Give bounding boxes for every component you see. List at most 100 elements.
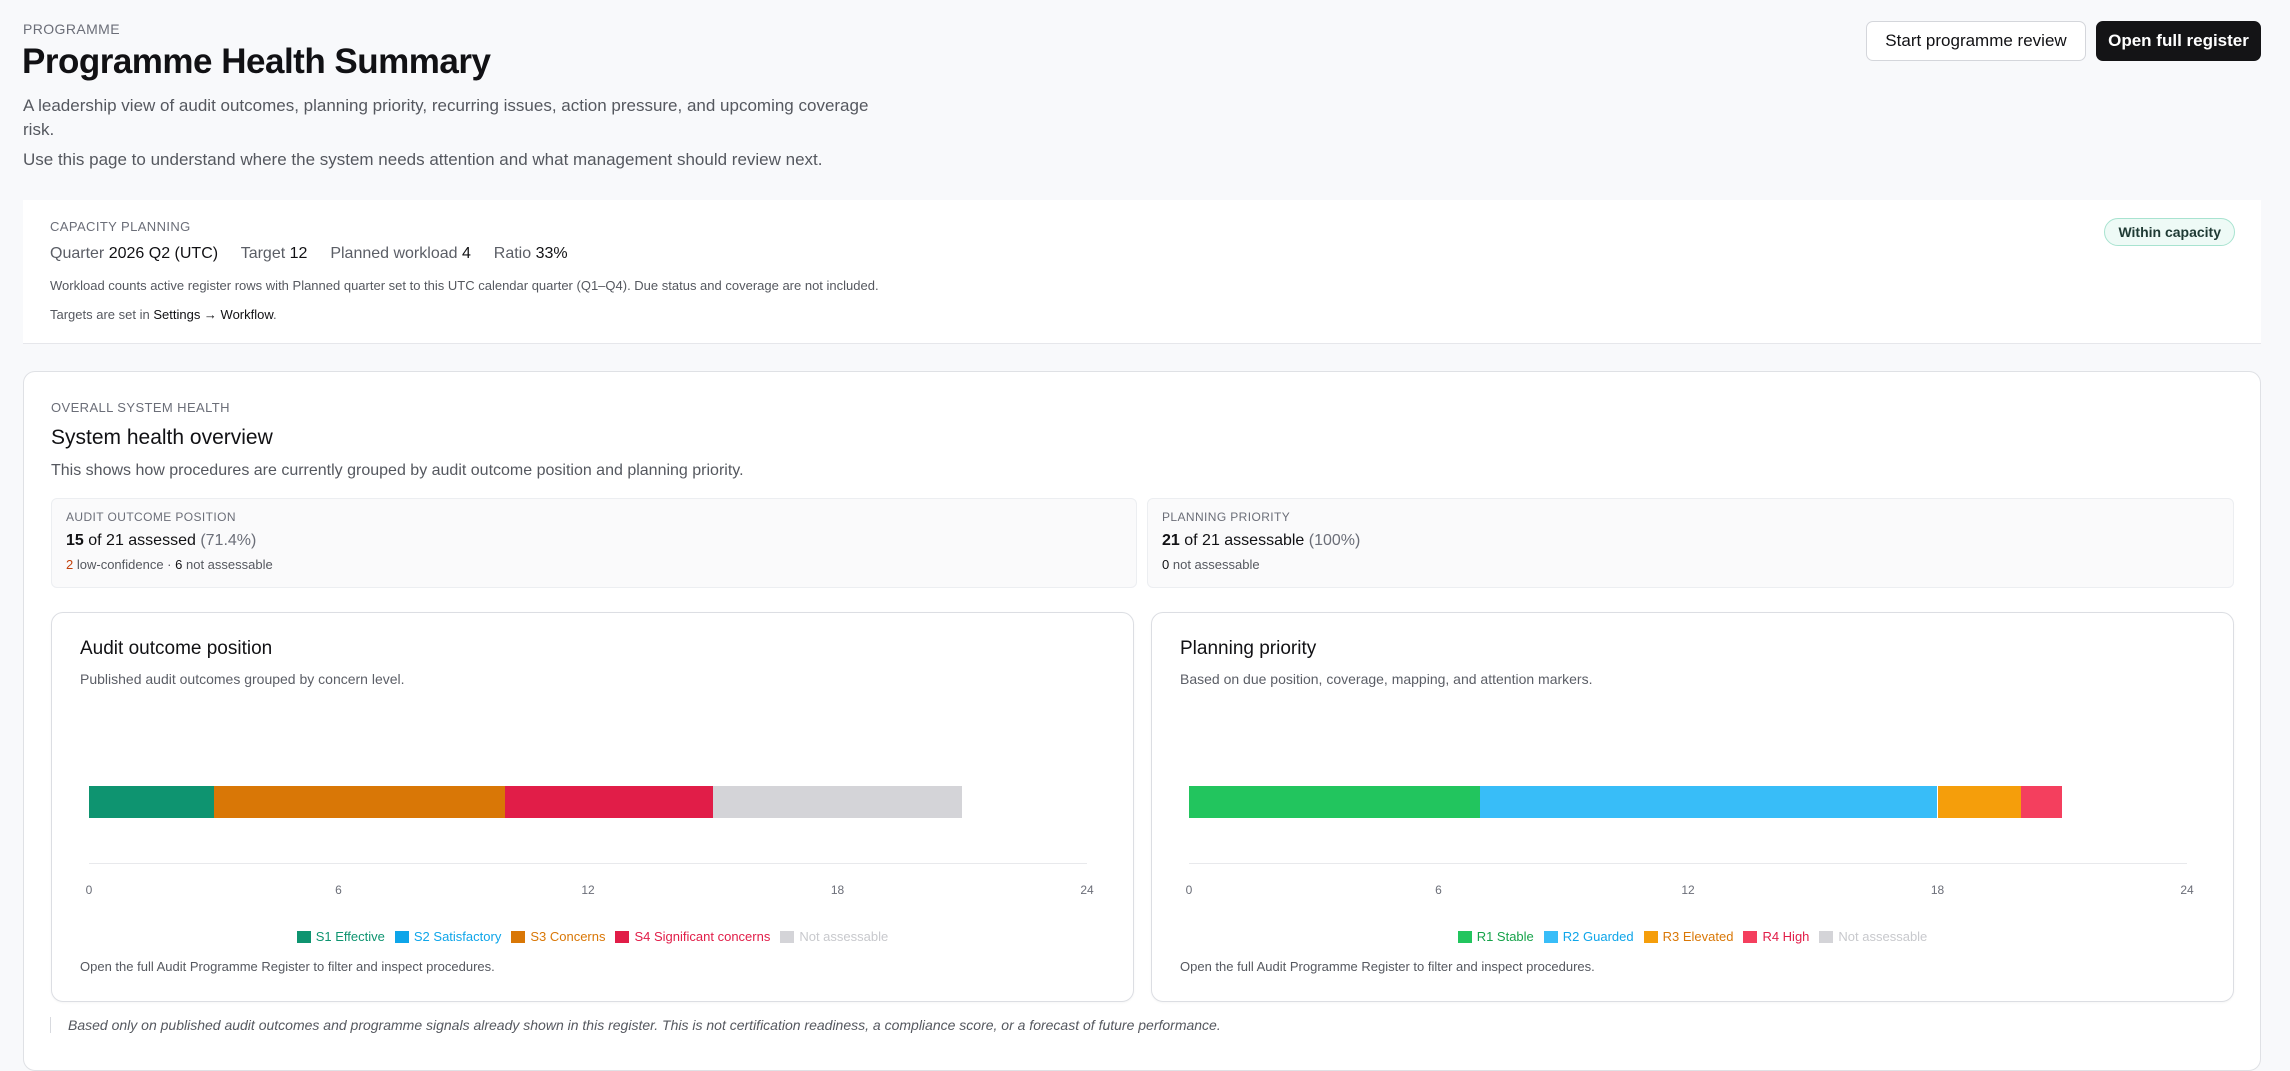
page-eyebrow: PROGRAMME [23,21,120,37]
settings-workflow-link[interactable]: Settings → Workflow [153,307,274,322]
legend-swatch [511,930,526,943]
legend-item: R3 Elevated [1643,929,1734,944]
legend-swatch [780,930,795,943]
x-tick-label: 12 [1681,883,1695,897]
legend-label: S2 Satisfactory [413,929,502,944]
bar-segment-r2-guarded[interactable] [1480,786,1938,818]
bar-segment-r3-elevated[interactable] [1937,786,2021,818]
legend-swatch [615,930,630,943]
audit-summary-detail: 2 low-confidence · 6 not assessable [66,557,273,572]
x-tick-label: 24 [1080,883,1094,897]
legend-label: R4 High [1762,929,1810,944]
planning-priority-summary: PLANNING PRIORITY 21 of 21 assessable (1… [1147,498,2234,588]
x-tick-label: 0 [1185,883,1193,897]
planning-summary-detail: 0 not assessable [1162,557,1260,572]
legend-label: R1 Stable [1476,929,1534,944]
planning-not-assessable-count: 0 [1162,557,1170,572]
x-axis-line [1189,863,2187,864]
chart-subtitle: Based on due position, coverage, mapping… [1180,671,1593,687]
x-tick-label: 12 [581,883,595,897]
health-title: System health overview [51,426,273,449]
legend-label: R3 Elevated [1662,929,1734,944]
chart-subtitle: Published audit outcomes grouped by conc… [80,671,405,687]
target-label: Target [240,245,286,262]
planning-summary-count: 21 of 21 assessable (100%) [1162,532,1360,550]
legend-swatch [1819,930,1834,943]
capacity-note: Workload counts active register rows wit… [50,278,879,293]
low-confidence-count: 2 [66,557,74,572]
chart-title: Audit outcome position [80,638,273,659]
capacity-eyebrow: CAPACITY PLANNING [50,219,191,234]
audit-assessed-count: 15 [66,532,84,549]
chart-legend: S1 Effective S2 Satisfactory S3 Concerns S4… [52,929,1133,944]
bar-segment-s4-significant-concerns[interactable] [504,786,713,818]
bar-segment-r1-stable[interactable] [1189,786,1481,818]
workload-label: Planned workload [330,245,458,262]
legend-item: Not assessable [780,929,888,944]
health-eyebrow: OVERALL SYSTEM HEALTH [51,400,230,415]
legend-item: S2 Satisfactory [394,929,502,944]
legend-label: Not assessable [1838,929,1928,944]
audit-summary-eyebrow: AUDIT OUTCOME POSITION [66,510,236,524]
x-tick-label: 18 [830,883,845,897]
start-programme-review-button[interactable]: Start programme review [1866,21,2086,61]
legend-item: Not assessable [1819,929,1927,944]
bar-segment-r4-high[interactable] [2020,786,2063,818]
legend-swatch [394,930,409,943]
bar-segment-not-assessable[interactable] [712,786,963,818]
low-confidence-text: low-confidence · [76,557,172,572]
legend-item: S1 Effective [296,929,385,944]
x-tick-label: 6 [1435,883,1442,897]
legend-item: S4 Significant concerns [615,929,770,944]
capacity-settings-note: Targets are set in Settings → Workflow. [50,307,277,322]
bar-segment-s1-effective[interactable] [89,786,214,818]
planning-assessable-of: of 21 assessable [1184,532,1305,549]
x-axis-line [89,863,1087,864]
planning-not-assessable-text: not assessable [1172,557,1260,572]
stacked-bar [1189,786,2187,818]
system-health-panel: OVERALL SYSTEM HEALTH System health over… [23,371,2261,1071]
audit-outcome-chart-card: Audit outcome position Published audit o… [51,612,1134,1002]
not-assessable-text: not assessable [186,557,273,572]
page-title: Programme Health Summary [22,42,491,81]
ratio-label: Ratio [493,245,532,262]
health-footnote: Based only on published audit outcomes a… [50,1017,1221,1033]
page-guidance: Use this page to understand where the sy… [23,150,823,169]
chart-title: Planning priority [1180,638,1317,659]
legend-swatch [1457,930,1472,943]
status-badge: Within capacity [2104,218,2235,246]
capacity-planning-panel: CAPACITY PLANNING Quarter 2026 Q2 (UTC) … [23,200,2261,344]
planning-summary-eyebrow: PLANNING PRIORITY [1162,510,1291,524]
legend-label: R2 Guarded [1562,929,1634,944]
legend-label: S4 Significant concerns [634,929,771,944]
x-tick-label: 6 [335,883,342,897]
legend-label: S1 Effective [315,929,385,944]
chart-legend: R1 Stable R2 Guarded R3 Elevated R4 High Not… [1152,929,2233,944]
legend-swatch [1743,930,1758,943]
chart-footer: Open the full Audit Programme Register t… [1180,959,1595,974]
open-full-register-button[interactable]: Open full register [2096,21,2261,61]
legend-item: R2 Guarded [1543,929,1634,944]
bar-segment-s3-concerns[interactable] [213,786,505,818]
stacked-bar [89,786,1087,818]
chart-footer: Open the full Audit Programme Register t… [80,959,495,974]
legend-label: S3 Concerns [530,929,606,944]
legend-item: R4 High [1743,929,1809,944]
x-tick-label: 18 [1930,883,1945,897]
audit-assessed-of: of 21 assessed [88,532,196,549]
legend-item: S3 Concerns [511,929,605,944]
ratio-value: 33% [535,245,568,262]
page-description: A leadership view of audit outcomes, pla… [23,96,869,115]
audit-outcome-summary: AUDIT OUTCOME POSITION 15 of 21 assessed… [51,498,1137,588]
legend-swatch [296,930,311,943]
planning-assessable-count: 21 [1162,532,1180,549]
settings-note-prefix: Targets are set in [50,307,150,322]
x-tick-label: 0 [85,883,93,897]
target-value: 12 [289,245,308,262]
audit-summary-count: 15 of 21 assessed (71.4%) [66,532,256,550]
legend-swatch [1543,930,1558,943]
audit-assessed-pct: (71.4%) [200,532,257,549]
quarter-label: Quarter [50,245,105,262]
settings-note-suffix: . [273,307,277,322]
legend-item: R1 Stable [1457,929,1534,944]
